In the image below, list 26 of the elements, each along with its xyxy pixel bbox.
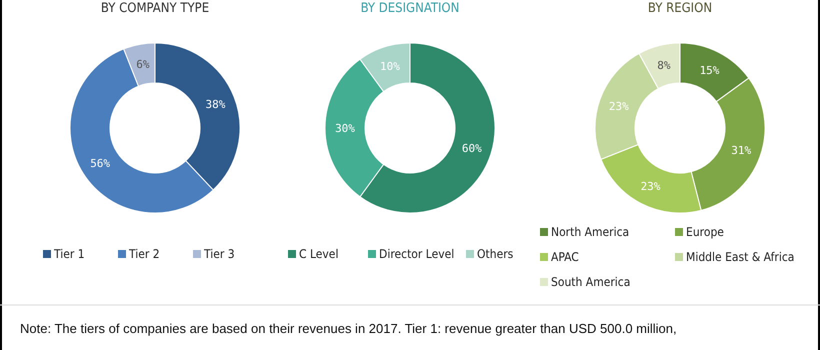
data-label: 30% — [335, 122, 356, 135]
legend-label: North America — [551, 225, 630, 239]
data-label: 10% — [380, 60, 400, 74]
chart-title: BY COMPANY TYPE — [100, 1, 210, 16]
data-label: 56% — [90, 156, 110, 170]
legend-label: South America — [551, 275, 630, 289]
legend-label: C Level — [299, 247, 338, 261]
data-label: 60% — [462, 142, 482, 156]
legend-label: Tier 2 — [128, 247, 160, 261]
legend-label: Middle East & Africa — [686, 250, 794, 264]
legend-label: Tier 1 — [53, 247, 85, 261]
chart-title: BY REGION — [648, 1, 712, 16]
legend-label: Europe — [686, 225, 724, 239]
data-label: 8% — [657, 59, 671, 72]
legend-label: Tier 3 — [203, 247, 235, 261]
chart-title: BY DESIGNATION — [360, 1, 460, 16]
data-label: 23% — [640, 180, 661, 193]
data-label: 38% — [206, 98, 226, 112]
data-label: 6% — [136, 58, 150, 72]
data-label: 31% — [731, 144, 752, 158]
legend-label: Others — [477, 247, 514, 261]
legend-label: APAC — [551, 250, 579, 264]
legend-label: Director Level — [379, 247, 454, 261]
text: Note: The tiers of companies are based on their revenues in 2017. Tier 1: revenue greater than USD 500.0 million, — [20, 321, 677, 336]
data-label: 23% — [608, 100, 630, 113]
data-label: 15% — [700, 64, 720, 78]
